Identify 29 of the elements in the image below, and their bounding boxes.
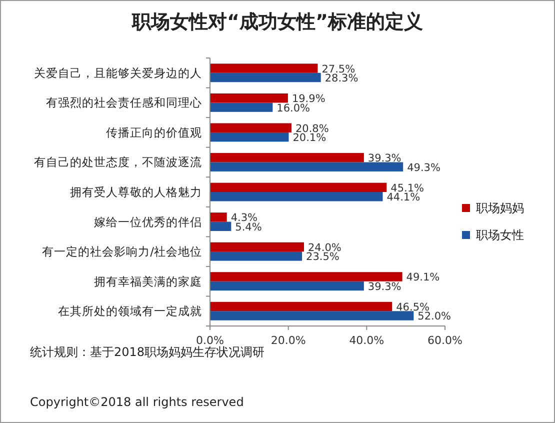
- y-tick-label: 拥有受人尊敬的人格魅力: [70, 185, 202, 199]
- y-tick-label: 传播正向的价值观: [106, 125, 202, 140]
- data-label: 39.3%: [368, 152, 402, 165]
- data-label: 49.1%: [406, 272, 440, 284]
- data-label: 52.0%: [418, 310, 452, 323]
- data-label: 5.4%: [235, 221, 262, 234]
- y-tick-label: 在其所处的领域有一定成就: [58, 304, 202, 318]
- data-label: 44.1%: [386, 192, 420, 204]
- y-tick-label: 拥有幸福美满的家庭: [94, 274, 202, 288]
- data-label: 28.3%: [324, 72, 358, 85]
- y-tick-label: 嫁给一位优秀的伴侣: [94, 214, 202, 229]
- legend-label: 职场妈妈: [476, 201, 524, 215]
- data-label: 23.5%: [306, 251, 340, 264]
- y-tick-label: 有一定的社会影响力/社会地位: [42, 244, 202, 259]
- data-label: 39.3%: [368, 280, 402, 293]
- data-label: 20.1%: [292, 132, 326, 144]
- annotation: 统计规则：基于2018职场妈妈生存状况调研: [30, 345, 265, 359]
- x-tick-label: 20.0%: [270, 334, 306, 347]
- title: 职场女性对“成功女性”标准的定义: [132, 11, 423, 33]
- x-tick-label: 0.0%: [196, 334, 224, 347]
- y-tick-label: 有自己的处世态度，不随波逐流: [34, 155, 202, 170]
- annotation: Copyright©2018 all rights reserved: [30, 395, 244, 409]
- data-label: 49.3%: [407, 162, 440, 174]
- x-tick-label: 60.0%: [428, 334, 462, 347]
- data-label: 16.0%: [276, 102, 310, 114]
- y-tick-label: 有强烈的社会责任感和同理心: [46, 96, 202, 110]
- legend-label: 职场女性: [476, 228, 524, 242]
- x-tick-label: 40.0%: [349, 334, 384, 347]
- y-tick-label: 关爱自己，且能够关爱身边的人: [34, 66, 202, 80]
